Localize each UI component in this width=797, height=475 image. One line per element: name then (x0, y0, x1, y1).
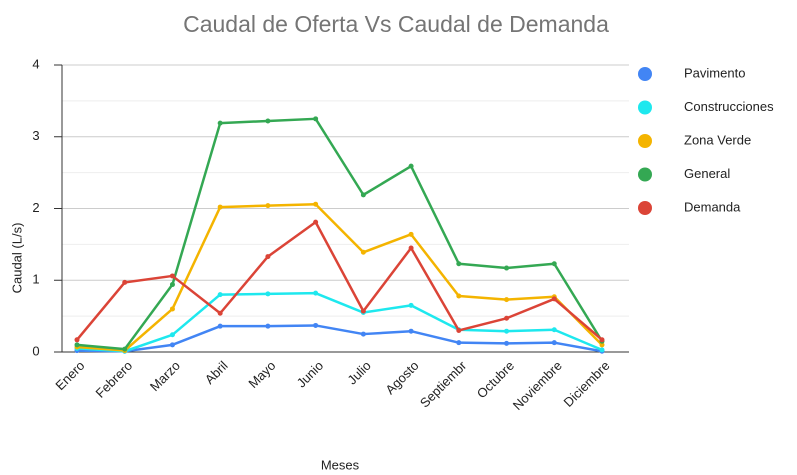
data-point (456, 327, 462, 333)
data-point (504, 297, 510, 303)
legend-label: Zona Verde (684, 132, 751, 147)
legend-swatch (638, 167, 652, 182)
data-point (74, 342, 80, 348)
legend-swatch (638, 100, 652, 115)
data-point (599, 337, 605, 343)
data-point (169, 332, 175, 338)
data-point (504, 328, 510, 334)
data-point (217, 204, 223, 210)
legend-label: General (684, 166, 730, 181)
x-tick-label: Octubre (474, 358, 517, 401)
x-tick-label: Mayo (245, 358, 278, 391)
data-point (217, 292, 223, 298)
y-tick-label: 3 (32, 128, 39, 143)
data-point (313, 290, 319, 296)
series-line (76, 202, 603, 352)
x-tick-label: Diciembre (561, 358, 613, 410)
data-point (551, 261, 557, 267)
data-point (456, 340, 462, 346)
data-point (456, 293, 462, 299)
data-point (265, 118, 271, 124)
x-tick-label: Noviembre (510, 358, 565, 413)
y-tick-label: 0 (32, 343, 39, 358)
series-line (76, 220, 603, 341)
data-point (408, 163, 414, 169)
data-point (551, 327, 557, 333)
series-line (76, 117, 604, 351)
data-point (504, 315, 510, 321)
x-tick-label: Junio (294, 358, 327, 391)
data-point (265, 291, 271, 297)
data-point (360, 192, 366, 198)
x-tick-label: Febrero (92, 358, 135, 401)
data-point (551, 296, 557, 302)
x-axis-label: Meses (321, 457, 360, 472)
y-tick-label: 2 (32, 200, 39, 215)
data-point (360, 249, 366, 255)
data-point (122, 279, 128, 285)
data-point (599, 347, 605, 353)
x-tick-label: Septiembr (417, 357, 470, 410)
data-point (122, 346, 128, 352)
legend-swatch (638, 67, 652, 81)
data-point (74, 337, 80, 343)
data-point (217, 120, 223, 126)
data-point (265, 323, 271, 329)
data-point (313, 322, 319, 328)
data-point (313, 219, 319, 225)
data-point (408, 328, 414, 334)
data-point (360, 331, 366, 337)
series-line (76, 324, 603, 353)
chart-title: Caudal de Oferta Vs Caudal de Demanda (183, 11, 609, 37)
data-point (313, 116, 319, 122)
x-tick-label: Abril (202, 358, 231, 387)
x-tick-label: Julio (344, 358, 374, 388)
x-tick-label: Enero (52, 358, 87, 393)
legend-label: Demanda (684, 199, 741, 214)
data-point (408, 231, 414, 237)
data-point (169, 273, 175, 279)
legend-swatch (638, 134, 652, 148)
y-axis-label: Caudal (L/s) (9, 223, 24, 294)
x-tick-label: Marzo (147, 358, 183, 394)
data-point (360, 308, 366, 314)
legend-label: Construcciones (684, 99, 774, 114)
data-point (169, 282, 175, 288)
data-point (169, 342, 175, 348)
data-point (599, 342, 605, 348)
data-point (551, 340, 557, 346)
data-point (265, 203, 271, 209)
data-point (408, 302, 414, 308)
x-tick-label: Agosto (382, 358, 421, 397)
legend-swatch (638, 201, 652, 215)
data-point (217, 310, 223, 316)
data-point (408, 245, 414, 251)
data-point (504, 340, 510, 346)
data-point (217, 323, 223, 329)
data-point (169, 306, 175, 312)
y-tick-label: 1 (32, 272, 39, 287)
legend-label: Pavimento (684, 65, 745, 80)
data-point (504, 265, 510, 271)
data-point (265, 254, 271, 260)
data-point (456, 261, 462, 267)
series-line (76, 291, 603, 353)
y-tick-label: 4 (32, 56, 39, 71)
data-point (313, 201, 319, 207)
